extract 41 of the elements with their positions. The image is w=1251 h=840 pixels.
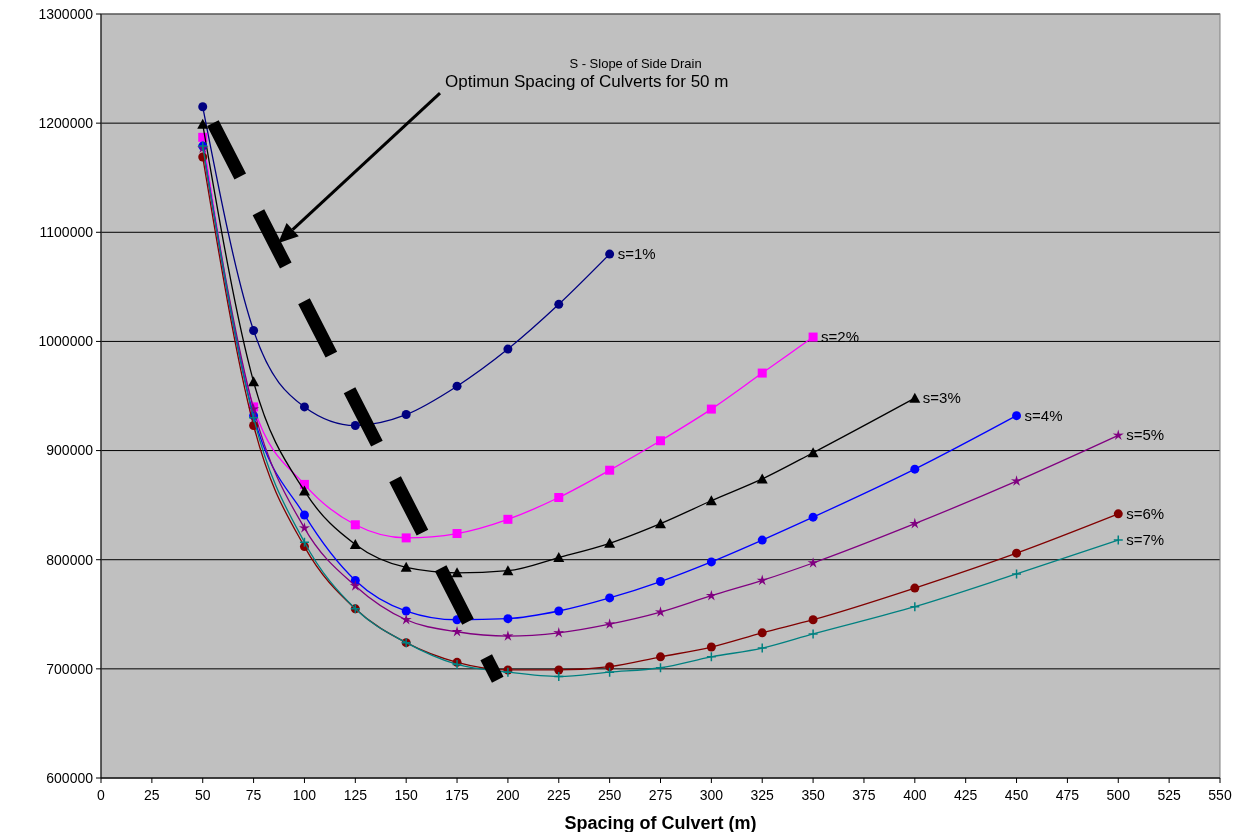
x-tick-label: 25: [144, 787, 160, 803]
x-tick-label: 400: [903, 787, 927, 803]
series-label: s=1%: [617, 245, 656, 263]
x-tick-label: 525: [1157, 787, 1182, 803]
series-label: s=2%: [821, 328, 860, 346]
x-tick-label: 250: [597, 787, 622, 803]
series-label: s=3%: [922, 389, 961, 407]
x-tick-label: 375: [852, 787, 876, 803]
x-tick-label: 350: [801, 787, 825, 803]
y-tick-label: 800000: [46, 551, 94, 568]
series-label: s=4%: [1024, 406, 1063, 424]
x-axis-title: Spacing of Culvert (m): [564, 813, 757, 833]
series-label: s=6%: [1126, 504, 1165, 522]
x-tick-label: 125: [343, 787, 368, 803]
x-tick-label: 75: [245, 787, 262, 803]
y-tick-label: 900000: [46, 442, 94, 459]
x-tick-label: 500: [1106, 787, 1131, 803]
x-tick-label: 50: [194, 787, 211, 803]
y-tick-label: 1200000: [38, 115, 94, 132]
x-tick-label: 425: [954, 787, 978, 803]
series-label: s=7%: [1126, 531, 1165, 549]
x-tick-label: 325: [750, 787, 775, 803]
x-tick-label: 100: [292, 787, 317, 803]
series-label: s=5%: [1126, 426, 1165, 444]
y-tick-label: 600000: [46, 769, 94, 786]
x-tick-label: 175: [445, 787, 469, 803]
x-tick-label: 150: [394, 787, 419, 803]
x-tick-label: 200: [496, 787, 520, 803]
y-tick-label: 1300000: [38, 5, 94, 22]
x-tick-label: 0: [97, 787, 106, 803]
x-tick-label: 475: [1055, 787, 1080, 803]
y-tick-label: 700000: [46, 660, 94, 677]
y-tick-label: 1000000: [38, 333, 94, 350]
x-tick-label: 275: [648, 787, 673, 803]
text: S - Slope of Side Drain: [569, 56, 702, 71]
x-tick-label: 550: [1208, 787, 1232, 803]
y-tick-label: 1100000: [39, 224, 94, 241]
x-tick-label: 450: [1004, 787, 1029, 803]
x-tick-label: 225: [547, 787, 571, 803]
x-tick-label: 300: [699, 787, 724, 803]
annotation: Optimun Spacing of Culverts for 50 m: [445, 72, 729, 92]
